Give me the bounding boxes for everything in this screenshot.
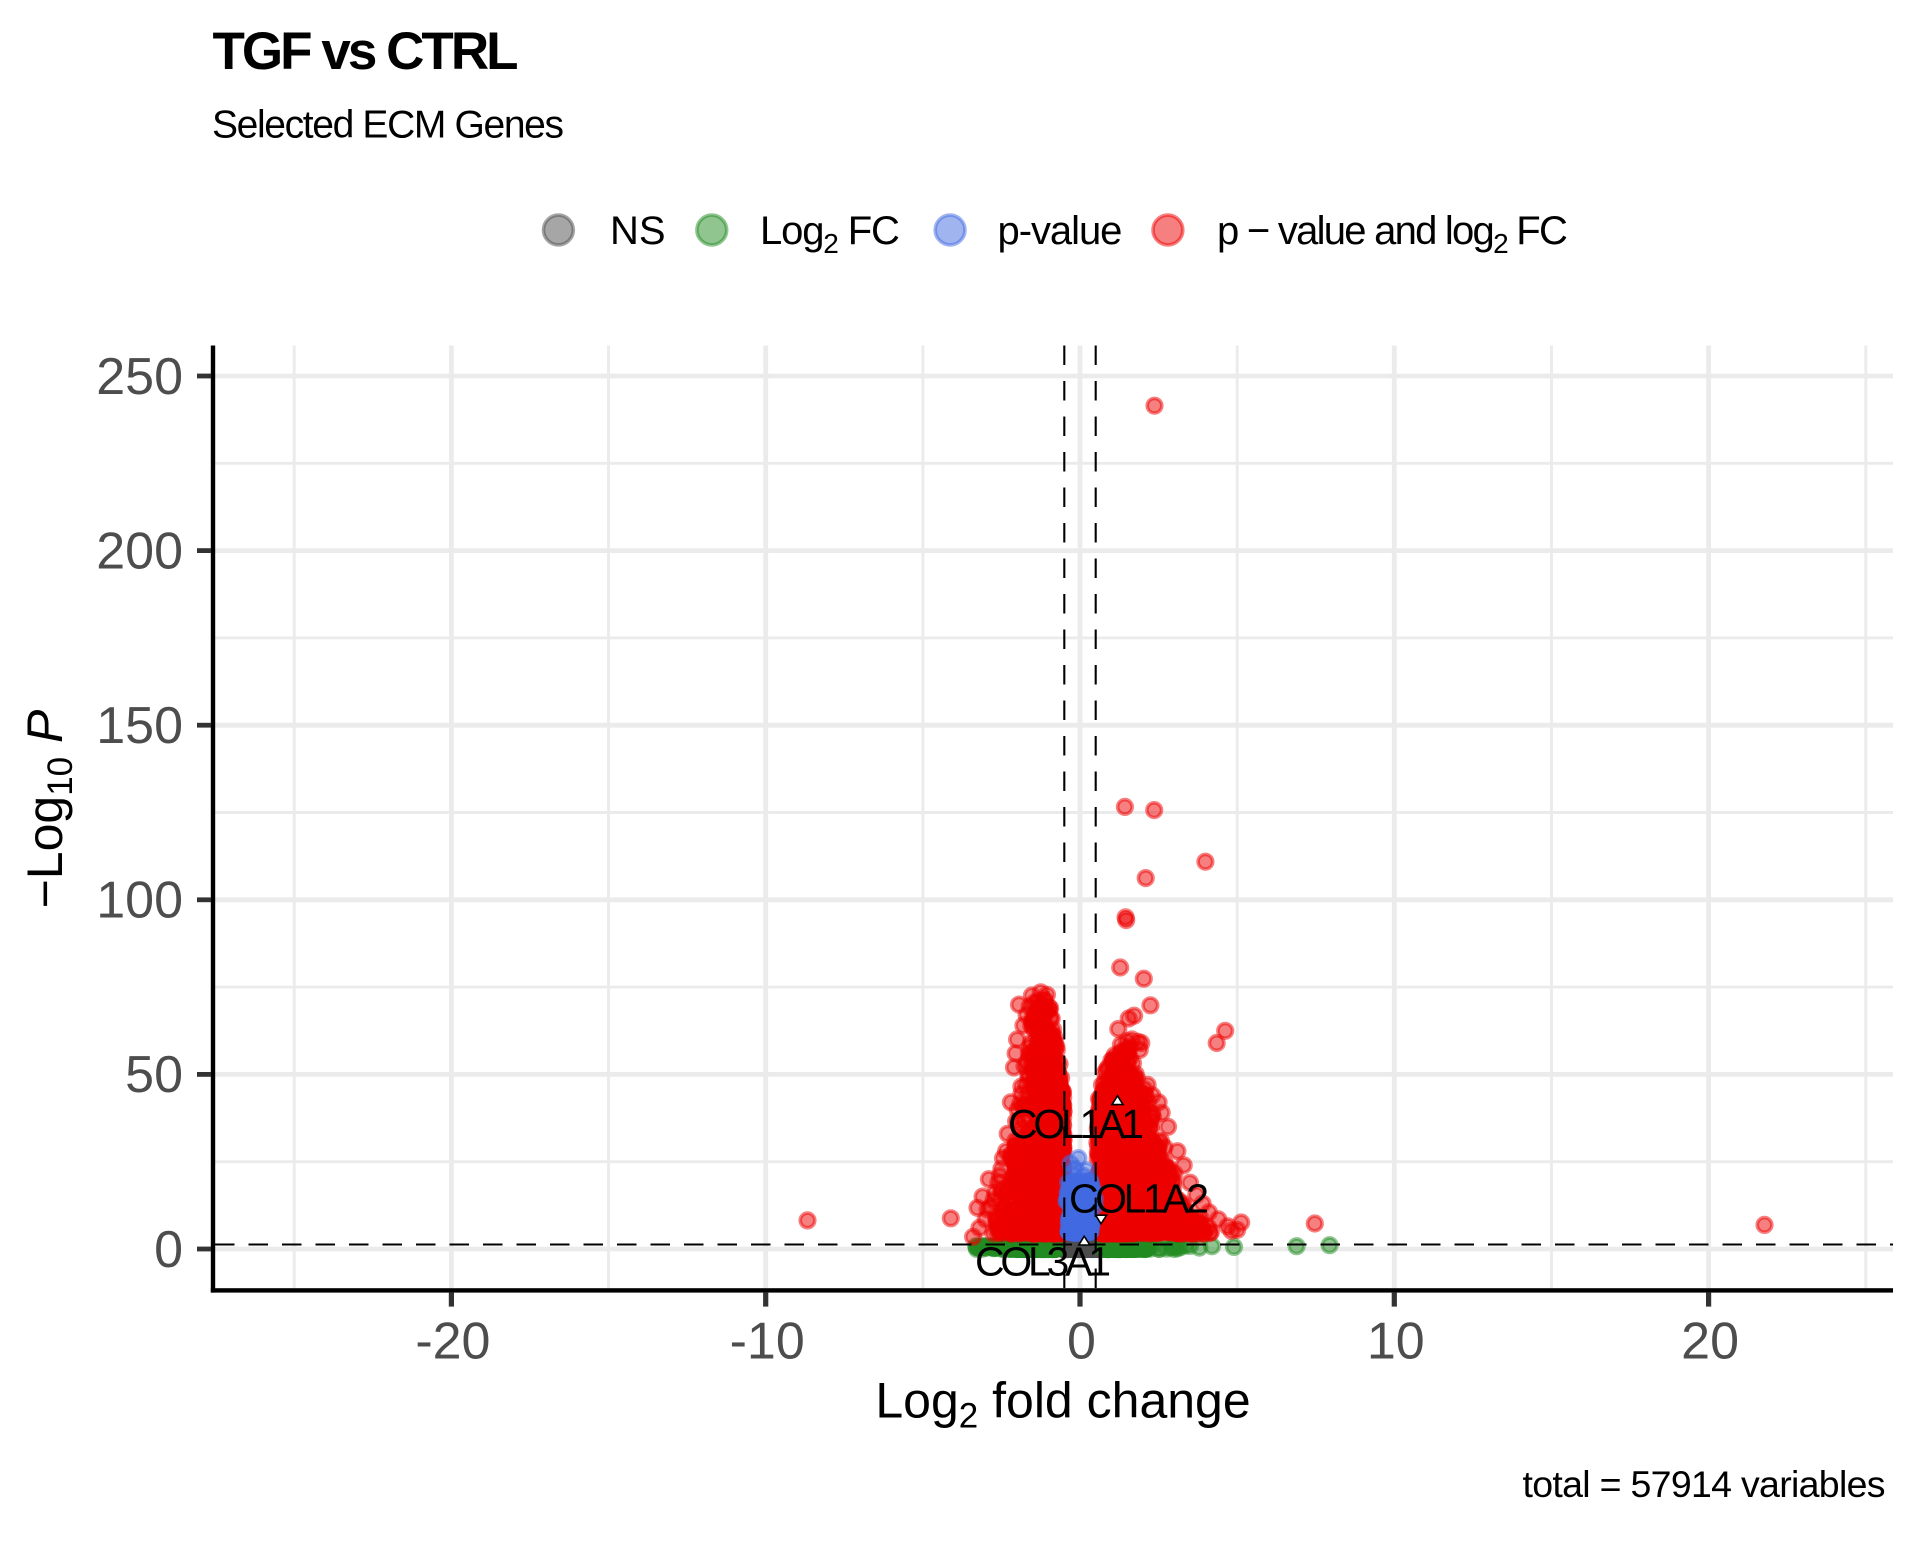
svg-text:50: 50 xyxy=(125,1046,183,1104)
svg-text:-10: -10 xyxy=(730,1312,805,1370)
svg-text:250: 250 xyxy=(96,348,183,406)
svg-text:COL3A1: COL3A1 xyxy=(975,1238,1111,1284)
svg-text:10: 10 xyxy=(1367,1312,1425,1370)
svg-text:-20: -20 xyxy=(415,1312,490,1370)
svg-text:Selected ECM Genes: Selected ECM Genes xyxy=(212,104,564,147)
svg-text:100: 100 xyxy=(96,872,183,930)
svg-text:COL1A2: COL1A2 xyxy=(1069,1175,1209,1221)
svg-text:20: 20 xyxy=(1681,1312,1739,1370)
svg-text:TGF vs CTRL: TGF vs CTRL xyxy=(213,22,519,81)
svg-text:p − value and log2 FC: p − value and log2 FC xyxy=(1217,209,1567,259)
svg-text:−Log10 P: −Log10 P xyxy=(17,709,80,908)
svg-text:150: 150 xyxy=(96,697,183,755)
svg-text:Log2 fold change: Log2 fold change xyxy=(875,1373,1250,1436)
svg-text:0: 0 xyxy=(1067,1312,1096,1370)
svg-text:0: 0 xyxy=(154,1221,183,1279)
svg-text:total = 57914 variables: total = 57914 variables xyxy=(1523,1463,1886,1505)
svg-text:p-value: p-value xyxy=(998,209,1122,253)
svg-text:200: 200 xyxy=(96,522,183,580)
svg-text:COL1A1: COL1A1 xyxy=(1008,1101,1144,1147)
svg-text:NS: NS xyxy=(610,209,666,253)
